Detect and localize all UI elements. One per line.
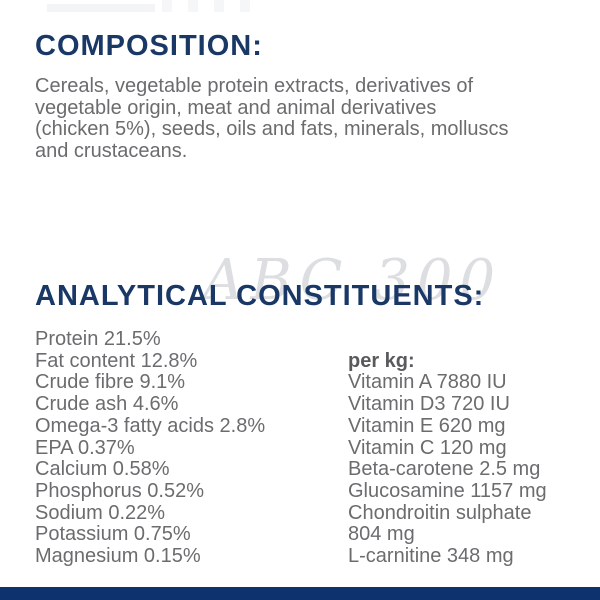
analyte-row-protein: Protein 21.5% <box>35 328 161 350</box>
analyte-row-calcium: Calcium 0.58% <box>35 458 170 481</box>
per-kg-label: per kg: <box>348 349 415 372</box>
composition-text-line: vegetable origin, meat and animal deriva… <box>35 96 437 119</box>
composition-text: Cereals, vegetable protein extracts, der… <box>35 75 509 162</box>
analytical-left-column: Protein 21.5% Fat content 12.8% Crude fi… <box>35 328 348 568</box>
composition-heading: COMPOSITION: <box>35 30 263 62</box>
analyte-row-fibre: Crude fibre 9.1% <box>35 371 186 394</box>
analyte-row-glucosamine: Glucosamine 1157 mg <box>348 479 547 502</box>
analyte-row-vitamin-d3: Vitamin D3 720 IU <box>348 393 510 416</box>
analyte-row-vitamin-c: Vitamin C 120 mg <box>348 436 507 459</box>
composition-text-line: Cereals, vegetable protein extracts, der… <box>35 75 473 97</box>
artifact-stub <box>214 0 224 12</box>
analyte-row-magnesium: Magnesium 0.15% <box>35 545 201 568</box>
analyte-row-potassium: Potassium 0.75% <box>35 523 191 546</box>
analytical-constituents-heading: ANALYTICAL CONSTITUENTS: <box>35 280 485 312</box>
artifact-stub <box>188 0 198 12</box>
bottom-navy-bar <box>0 587 600 600</box>
analyte-row-ash: Crude ash 4.6% <box>35 393 179 416</box>
analyte-row-omega3: Omega-3 fatty acids 2.8% <box>35 414 266 437</box>
analyte-row-vitamin-e: Vitamin E 620 mg <box>348 414 506 437</box>
analyte-row-chondroitin: Chondroitin sulphate 804 mg <box>348 501 532 546</box>
composition-text-line: and crustaceans. <box>35 139 188 162</box>
analytical-right-column: per kg: Vitamin A 7880 IU Vitamin D3 720… <box>348 329 560 568</box>
analyte-row-beta-carotene: Beta-carotene 2.5 mg <box>348 458 541 481</box>
analyte-row-sodium: Sodium 0.22% <box>35 501 166 524</box>
analyte-row-vitamin-a: Vitamin A 7880 IU <box>348 371 507 394</box>
artifact-band <box>47 4 155 12</box>
analytical-columns: Protein 21.5% Fat content 12.8% Crude fi… <box>35 328 560 568</box>
composition-text-line: (chicken 5%), seeds, oils and fats, mine… <box>35 118 509 141</box>
cropped-text-artifact <box>0 0 600 14</box>
analyte-row-phosphorus: Phosphorus 0.52% <box>35 479 205 502</box>
watermark-text: ABC 300 <box>203 248 503 313</box>
artifact-stub <box>240 0 250 12</box>
analyte-row-fat: Fat content 12.8% <box>35 349 198 372</box>
artifact-stub <box>162 0 172 12</box>
analyte-row-l-carnitine: L-carnitine 348 mg <box>348 545 514 568</box>
analyte-row-epa: EPA 0.37% <box>35 436 135 459</box>
